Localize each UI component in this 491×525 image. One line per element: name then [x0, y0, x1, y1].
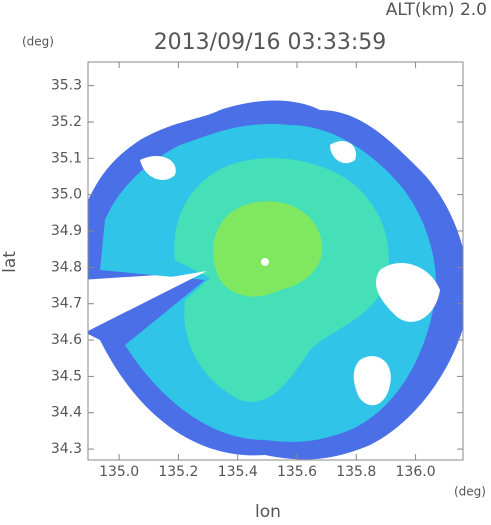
y-tick-label: 34.6 — [51, 332, 82, 348]
y-tick-label: 35.3 — [51, 78, 82, 94]
echo-gap — [375, 262, 440, 322]
x-tick-label: 136.0 — [396, 464, 436, 480]
y-unit: (deg) — [22, 35, 54, 49]
y-tick-label: 34.4 — [51, 405, 82, 421]
y-tick-label: 35.2 — [51, 114, 82, 130]
y-tick-label: 35.1 — [51, 150, 82, 166]
y-tick-label: 34.8 — [51, 259, 82, 275]
y-tick-label: 34.5 — [51, 368, 82, 384]
y-axis-label: lat — [0, 251, 20, 273]
radar-site — [261, 258, 269, 266]
y-tick-label: 34.9 — [51, 223, 82, 239]
echo-gap — [330, 140, 356, 164]
altitude-label: ALT(km) 2.0 — [386, 0, 487, 20]
echo-gap — [88, 271, 207, 331]
x-tick-label: 135.0 — [99, 464, 139, 480]
x-tick-label: 135.2 — [158, 464, 198, 480]
echo-gap — [140, 155, 176, 180]
y-tick-label: 34.7 — [51, 296, 82, 312]
chart-title: 2013/09/16 03:33:59 — [154, 30, 387, 55]
plot-frame — [87, 61, 464, 461]
x-tick-label: 135.8 — [336, 464, 376, 480]
x-tick-label: 135.4 — [218, 464, 258, 480]
x-unit: (deg) — [454, 485, 486, 499]
echo-gap — [353, 356, 391, 406]
radar-echo — [88, 100, 463, 460]
echo-core — [213, 201, 323, 297]
y-tick-label: 35.0 — [51, 187, 82, 203]
x-tick-label: 135.6 — [277, 464, 317, 480]
x-axis-label: lon — [255, 502, 281, 521]
y-tick-label: 34.3 — [51, 441, 82, 457]
